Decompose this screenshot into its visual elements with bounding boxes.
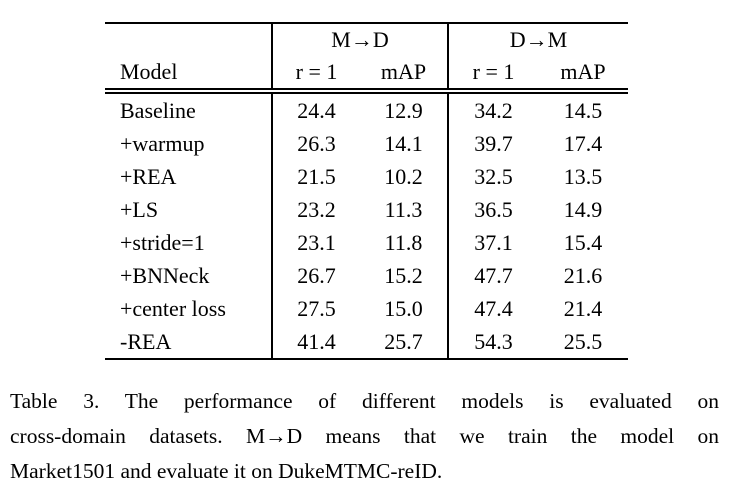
table-row-baseline: Baseline 24.4 12.9 34.2 14.5 <box>105 91 628 127</box>
caption-line: cross-domain datasets. M→D means that we… <box>10 424 719 448</box>
header-model: Model <box>105 55 272 94</box>
header-rank1-dm: r = 1 <box>447 55 539 94</box>
value-cell: 14.9 <box>563 196 603 222</box>
table-row-center-loss: +center loss 27.5 15.0 47.4 21.4 <box>105 292 628 325</box>
model-cell: Baseline <box>120 97 196 123</box>
value-cell: 26.7 <box>271 259 360 292</box>
table-row-stride1: +stride=1 23.1 11.8 37.1 15.4 <box>105 226 628 259</box>
value-cell: 14.1 <box>384 130 423 156</box>
value-cell: 21.5 <box>271 160 360 193</box>
value-cell: 23.1 <box>271 226 360 259</box>
model-cell: +REA <box>120 163 177 189</box>
value-cell: 11.8 <box>384 229 423 255</box>
column-group-d-to-m: D→M <box>447 23 629 55</box>
header-map-md: mAP <box>360 55 449 94</box>
value-cell: 15.2 <box>384 262 423 288</box>
value-cell: 23.2 <box>271 193 360 226</box>
table-row-minus-rea: -REA 41.4 25.7 54.3 25.5 <box>105 325 628 359</box>
table-row-rea: +REA 21.5 10.2 32.5 13.5 <box>105 160 628 193</box>
model-cell: +warmup <box>120 130 205 156</box>
value-cell: 10.2 <box>384 163 423 189</box>
value-cell: 21.4 <box>563 295 603 321</box>
value-cell: 32.5 <box>447 160 539 193</box>
model-cell: +LS <box>120 196 159 222</box>
table-caption: Table 3. The performance of different mo… <box>10 384 719 489</box>
model-cell: +BNNeck <box>120 262 210 288</box>
value-cell: 41.4 <box>271 325 360 359</box>
caption-line: Market1501 and evaluate it on DukeMTMC-r… <box>10 459 443 483</box>
value-cell: 37.1 <box>447 226 539 259</box>
value-cell: 13.5 <box>563 163 603 189</box>
sub-header-row: Model r = 1 mAP r = 1 mAP <box>105 55 629 94</box>
value-cell: 26.3 <box>271 127 360 160</box>
value-cell: 25.5 <box>563 328 603 354</box>
value-cell: 36.5 <box>447 193 539 226</box>
column-group-header-row: M→D D→M <box>105 23 629 55</box>
model-cell: +stride=1 <box>120 229 205 255</box>
table-row-ls: +LS 23.2 11.3 36.5 14.9 <box>105 193 628 226</box>
value-cell: 27.5 <box>271 292 360 325</box>
table-row-warmup: +warmup 26.3 14.1 39.7 17.4 <box>105 127 628 160</box>
value-cell: 14.5 <box>563 97 603 123</box>
value-cell: 54.3 <box>447 325 539 359</box>
header-map-dm: mAP <box>538 55 629 94</box>
value-cell: 21.6 <box>563 262 603 288</box>
value-cell: 47.7 <box>447 259 539 292</box>
model-cell: +center loss <box>120 295 226 321</box>
value-cell: 25.7 <box>384 328 423 354</box>
header-empty-cell <box>105 23 272 55</box>
value-cell: 47.4 <box>447 292 539 325</box>
value-cell: 17.4 <box>563 130 603 156</box>
value-cell: 15.0 <box>384 295 423 321</box>
value-cell: 11.3 <box>384 196 423 222</box>
value-cell: 34.2 <box>447 91 539 127</box>
value-cell: 12.9 <box>384 97 423 123</box>
caption-line: Table 3. The performance of different mo… <box>10 389 719 413</box>
value-cell: 24.4 <box>271 91 360 127</box>
model-cell: -REA <box>120 328 172 354</box>
column-group-m-to-d: M→D <box>270 23 449 55</box>
value-cell: 39.7 <box>447 127 539 160</box>
results-table: M→D D→M Model r = 1 mAP r = 1 mAP Baseli… <box>105 22 629 360</box>
header-rank1-md: r = 1 <box>271 55 360 94</box>
value-cell: 15.4 <box>563 229 603 255</box>
table-row-bnneck: +BNNeck 26.7 15.2 47.7 21.6 <box>105 259 628 292</box>
